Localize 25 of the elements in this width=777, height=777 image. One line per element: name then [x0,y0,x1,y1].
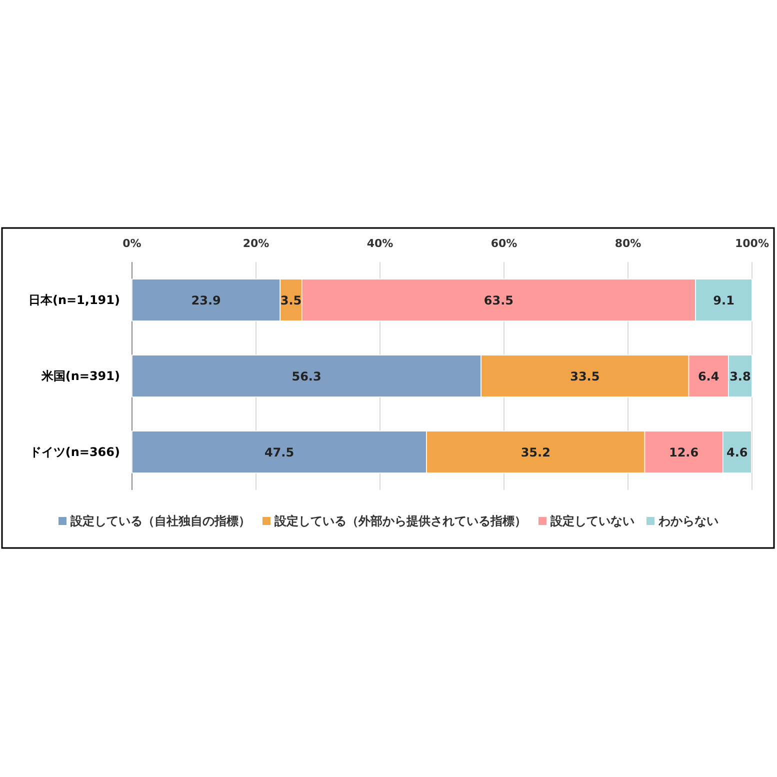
data-label: 12.6 [668,446,699,460]
data-label: 3.5 [280,294,302,308]
y-tick-label: ドイツ(n=366) [29,445,120,459]
data-label: 33.5 [570,370,600,384]
data-label: 3.8 [730,370,751,384]
data-label: 4.6 [726,446,748,460]
data-label: 23.9 [191,294,221,308]
legend-label: 設定している（外部から提供されている指標） [274,514,526,528]
y-tick-label: 米国(n=391) [40,369,120,383]
legend-label: わからない [658,514,718,528]
x-tick-label: 100% [735,237,769,250]
x-tick-label: 60% [490,237,518,250]
x-tick-label: 40% [366,237,394,250]
x-tick-label: 80% [614,237,642,250]
x-tick-label: 20% [242,237,270,250]
y-tick-label: 日本(n=1,191) [28,293,120,307]
legend-label: 設定している（自社独自の指標） [70,514,250,528]
data-label: 35.2 [520,446,550,460]
data-label: 47.5 [264,446,294,460]
data-label: 56.3 [292,370,322,384]
x-tick-label: 0% [122,237,142,250]
data-label: 6.4 [698,370,720,384]
data-label: 63.5 [484,294,514,308]
data-label: 9.1 [713,294,734,308]
legend-label: 設定していない [550,514,634,528]
